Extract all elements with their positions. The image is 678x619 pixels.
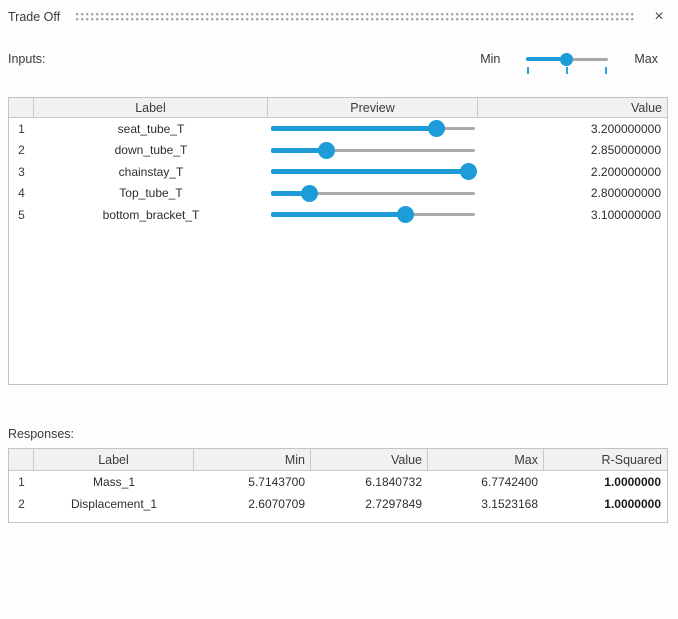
table-row[interactable]: 5 bottom_bracket_T 3.100000000: [9, 204, 667, 226]
slider-thumb[interactable]: [301, 184, 319, 202]
row-index: 1: [18, 121, 25, 136]
response-label: Mass_1: [92, 475, 136, 489]
slider-thumb[interactable]: [460, 163, 478, 181]
table-row[interactable]: 2 Displacement_1 2.6070709 2.7297849 3.1…: [9, 493, 667, 515]
responses-table: Label Min Value Max R-Squared 1 Mass_1 5…: [8, 448, 668, 523]
slider-fill: [271, 169, 469, 175]
row-index: 2: [18, 497, 25, 511]
responses-col-index: [9, 449, 34, 470]
drag-handle-icon[interactable]: [76, 13, 636, 23]
input-label: down_tube_T: [114, 143, 188, 158]
table-row[interactable]: 1 seat_tube_T 3.200000000: [9, 118, 667, 140]
response-max: 3.1523168: [481, 497, 538, 511]
row-index: 1: [18, 475, 25, 489]
slider-track[interactable]: [271, 191, 475, 195]
input-value: 2.800000000: [590, 186, 661, 201]
row-index: 4: [18, 186, 25, 201]
input-preview-slider[interactable]: [271, 206, 475, 224]
input-value: 3.100000000: [590, 207, 661, 222]
range-slider-thumb[interactable]: [560, 52, 574, 66]
panel-title: Trade Off: [8, 10, 61, 24]
input-value: 2.200000000: [590, 164, 661, 179]
inputs-col-label: Label: [34, 98, 268, 117]
input-label: chainstay_T: [118, 164, 184, 179]
slider-thumb[interactable]: [427, 120, 445, 138]
range-slider[interactable]: [526, 52, 609, 74]
response-max: 6.7742400: [481, 475, 538, 489]
inputs-col-index: [9, 98, 34, 117]
input-preview-slider[interactable]: [271, 120, 475, 138]
slider-fill: [271, 212, 406, 218]
table-row[interactable]: 1 Mass_1 5.7143700 6.1840732 6.7742400 1…: [9, 471, 667, 493]
responses-col-label: Label: [34, 449, 194, 470]
inputs-col-preview: Preview: [268, 98, 478, 117]
response-value: 6.1840732: [365, 475, 422, 489]
responses-col-max: Max: [428, 449, 544, 470]
response-value: 2.7297849: [365, 497, 422, 511]
range-max-label: Max: [634, 52, 658, 66]
responses-col-value: Value: [311, 449, 428, 470]
row-index: 3: [18, 164, 25, 179]
input-preview-slider[interactable]: [271, 163, 478, 181]
input-label: Top_tube_T: [119, 186, 183, 201]
input-value: 2.850000000: [590, 143, 661, 158]
inputs-table: Label Preview Value 1 seat_tube_T 3.2000…: [8, 97, 668, 385]
response-label: Displacement_1: [70, 497, 158, 511]
responses-section-label: Responses:: [8, 427, 75, 441]
close-icon[interactable]: ×: [654, 8, 664, 25]
titlebar: Trade Off ×: [0, 0, 678, 34]
inputs-col-value: Value: [630, 100, 662, 115]
input-label: seat_tube_T: [117, 121, 185, 136]
slider-thumb[interactable]: [397, 206, 415, 224]
slider-fill: [271, 147, 327, 153]
response-rsquared: 1.0000000: [604, 497, 661, 511]
input-preview-slider[interactable]: [271, 141, 475, 159]
input-value: 3.200000000: [590, 121, 661, 136]
row-index: 2: [18, 143, 25, 158]
responses-col-rsquared: R-Squared: [601, 452, 662, 467]
input-preview-slider[interactable]: [271, 184, 475, 202]
slider-fill: [271, 190, 310, 196]
response-rsquared: 1.0000000: [604, 475, 661, 489]
slider-fill: [271, 126, 437, 132]
slider-track[interactable]: [271, 148, 475, 152]
response-min: 2.6070709: [248, 497, 305, 511]
row-index: 5: [18, 207, 25, 222]
range-slider-ticks: [526, 66, 608, 74]
table-row[interactable]: 3 chainstay_T 2.200000000: [9, 161, 667, 183]
response-min: 5.7143700: [248, 475, 305, 489]
range-min-label: Min: [480, 52, 501, 66]
responses-table-header: Label Min Value Max R-Squared: [9, 449, 667, 471]
input-label: bottom_bracket_T: [102, 207, 200, 222]
range-slider-fill: [526, 57, 567, 61]
table-row[interactable]: 4 Top_tube_T 2.800000000: [9, 183, 667, 205]
slider-thumb[interactable]: [317, 141, 335, 159]
inputs-section-label: Inputs:: [8, 52, 46, 66]
inputs-table-header: Label Preview Value: [9, 98, 667, 118]
table-row[interactable]: 2 down_tube_T 2.850000000: [9, 140, 667, 162]
responses-col-min: Min: [194, 449, 311, 470]
min-max-range-control: Min Max: [480, 48, 658, 78]
